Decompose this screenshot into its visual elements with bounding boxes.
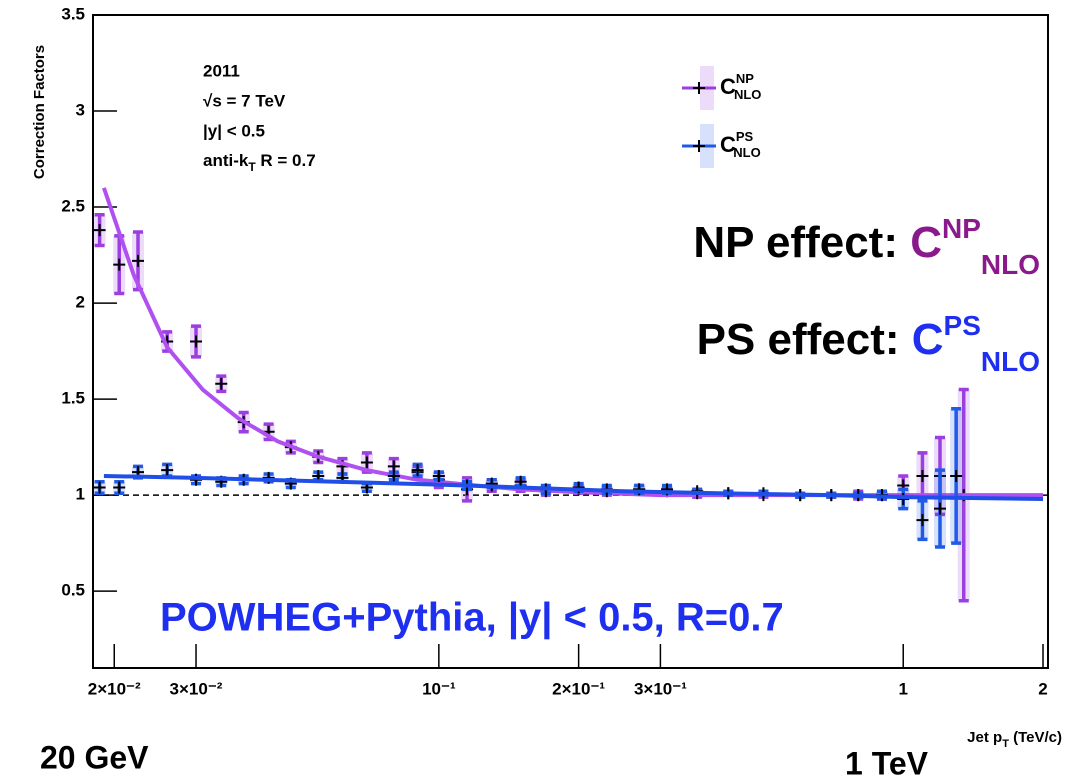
legend-sup: NP (736, 71, 754, 86)
np-sup: NP (942, 213, 981, 244)
x-tick-label: 2 (1038, 679, 1047, 698)
point (190, 335, 203, 348)
np-symbol: C (910, 218, 942, 267)
plot-frame (92, 14, 1049, 669)
point (916, 514, 929, 527)
y-tick-label: 2 (76, 293, 85, 312)
ps-sub: NLO (981, 346, 1040, 377)
point (93, 224, 106, 237)
legend-sup: PS (736, 129, 754, 144)
np-sub: NLO (981, 249, 1040, 280)
y-tick-label: 1 (76, 485, 85, 504)
np-effect: NP effect: CNPNLO (693, 213, 1040, 280)
y-tick-label: 1.5 (61, 389, 85, 408)
y-tick-label: 0.5 (61, 581, 85, 600)
x-label-text: Jet p (967, 729, 1002, 746)
info-line: |y| < 0.5 (203, 121, 265, 140)
legend-sub: NLO (734, 87, 761, 102)
y-tick-label: 3 (76, 101, 85, 120)
fit-curve (103, 473, 1044, 501)
point (132, 254, 145, 267)
info-line: 2011 (203, 61, 240, 80)
x-axis-label: Jet pT (TeV/c) (967, 729, 1062, 750)
x-label-sub: T (1002, 738, 1009, 750)
point (432, 469, 445, 482)
ps-text: PS effect: (697, 315, 912, 364)
high-label: 1 TeV (845, 745, 929, 781)
np-text: NP effect: (693, 218, 910, 267)
x-tick-label: 2×10⁻¹ (552, 679, 605, 698)
y-tick-label: 2.5 (61, 197, 85, 216)
ps-effect: PS effect: CPSNLO (697, 310, 1040, 377)
point (113, 258, 126, 271)
legend-sub: NLO (733, 145, 760, 160)
legend-entry: CNP NLO (720, 71, 761, 102)
point (411, 464, 424, 477)
info-line: anti-kT R = 0.7 (203, 151, 316, 174)
series (93, 406, 1044, 549)
point (916, 469, 929, 482)
y-tick-label: 3.5 (61, 4, 85, 23)
x-tick-label: 1 (898, 679, 907, 698)
algo-tail: R = 0.7 (256, 151, 316, 170)
point (950, 469, 963, 482)
legend-name: C (720, 74, 736, 99)
algo-text: anti-k (203, 151, 249, 170)
point (161, 464, 174, 477)
x-label-tail: (TeV/c) (1009, 729, 1062, 746)
algo-sub: T (248, 160, 256, 174)
ps-sup: PS (944, 310, 981, 341)
legend-entry: CPS NLO (720, 129, 761, 160)
point (215, 377, 228, 390)
point (933, 502, 946, 515)
generator-label: POWHEG+Pythia, |y| < 0.5, R=0.7 (160, 596, 784, 640)
point (93, 481, 106, 494)
legend-name: C (720, 132, 736, 157)
low-label: 20 GeV (40, 739, 149, 775)
info-line: √s = 7 TeV (203, 91, 286, 110)
legend-marker (693, 82, 705, 94)
x-tick-label: 2×10⁻² (88, 679, 141, 698)
point (360, 456, 373, 469)
x-tick-label: 3×10⁻¹ (634, 679, 687, 698)
ps-symbol: C (912, 315, 944, 364)
x-tick-label: 3×10⁻² (170, 679, 223, 698)
legend-marker (693, 140, 705, 152)
y-axis-label: Correction Factors (31, 45, 48, 179)
x-tick-label: 10⁻¹ (422, 679, 456, 698)
point (387, 469, 400, 482)
point (113, 481, 126, 494)
